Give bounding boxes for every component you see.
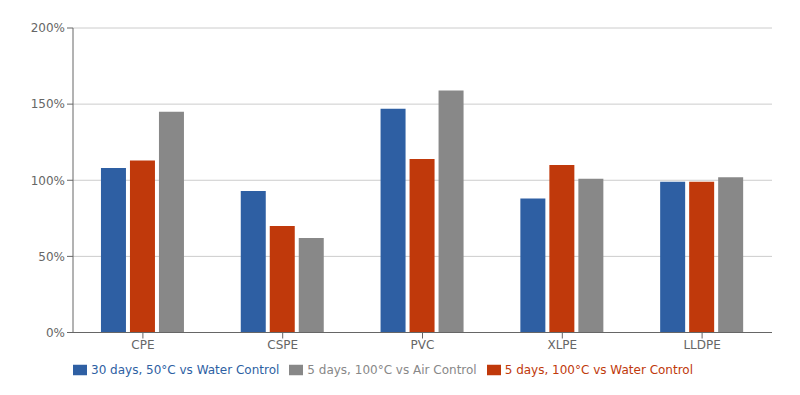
svg-text:150%: 150%	[31, 97, 65, 111]
svg-text:CSPE: CSPE	[267, 338, 298, 352]
html-text:5 days, 100°C vs Air Control: 5 days, 100°C vs Air Control	[307, 362, 477, 377]
html-text:5 days, 100°C vs Water Control: 5 days, 100°C vs Water Control	[504, 362, 693, 377]
svg-text:50%: 50%	[38, 250, 65, 264]
svg-text:XLPE: XLPE	[547, 338, 577, 352]
svg-text:CPE: CPE	[131, 338, 154, 352]
svg-text:200%: 200%	[31, 21, 65, 35]
svg-text:LLDPE: LLDPE	[683, 338, 720, 352]
svg-text:100%: 100%	[31, 174, 65, 188]
html-text:30 days, 50°C vs Water Control: 30 days, 50°C vs Water Control	[91, 362, 280, 377]
svg-text:PVC: PVC	[411, 338, 435, 352]
svg-text:0%: 0%	[46, 326, 65, 340]
